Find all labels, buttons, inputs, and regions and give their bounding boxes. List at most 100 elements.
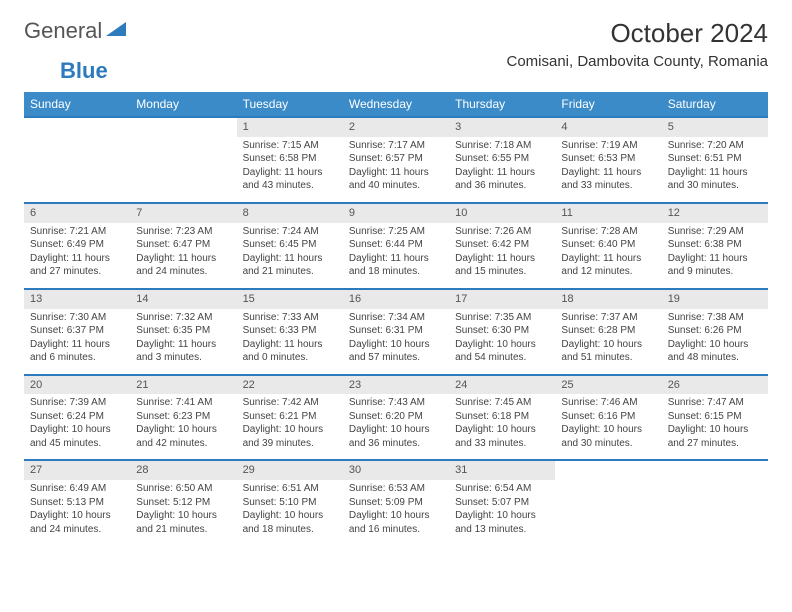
day-info-line: Daylight: 11 hours — [561, 252, 655, 266]
day-info-line: Sunrise: 7:42 AM — [243, 396, 337, 410]
day-content-cell: Sunrise: 7:47 AMSunset: 6:15 PMDaylight:… — [662, 394, 768, 460]
day-info-line: Sunset: 6:30 PM — [455, 324, 549, 338]
day-info-line: Sunset: 6:31 PM — [349, 324, 443, 338]
day-info-line: Sunrise: 7:28 AM — [561, 225, 655, 239]
calendar-table: SundayMondayTuesdayWednesdayThursdayFrid… — [24, 92, 768, 546]
day-content-row: Sunrise: 7:39 AMSunset: 6:24 PMDaylight:… — [24, 394, 768, 460]
day-info-line: Daylight: 11 hours — [136, 252, 230, 266]
day-content-cell: Sunrise: 7:45 AMSunset: 6:18 PMDaylight:… — [449, 394, 555, 460]
day-info-line: Sunset: 6:40 PM — [561, 238, 655, 252]
day-number-cell: 12 — [662, 203, 768, 223]
day-info-line: Sunrise: 7:17 AM — [349, 139, 443, 153]
day-content-cell: Sunrise: 7:39 AMSunset: 6:24 PMDaylight:… — [24, 394, 130, 460]
day-info-line: Sunset: 6:16 PM — [561, 410, 655, 424]
day-info-line: and 54 minutes. — [455, 351, 549, 365]
day-content-cell: Sunrise: 7:21 AMSunset: 6:49 PMDaylight:… — [24, 223, 130, 289]
day-number-cell: 29 — [237, 460, 343, 480]
day-info-line: Daylight: 11 hours — [668, 252, 762, 266]
calendar-header-row: SundayMondayTuesdayWednesdayThursdayFrid… — [24, 92, 768, 117]
day-number-cell: 18 — [555, 289, 661, 309]
day-info-line: and 39 minutes. — [243, 437, 337, 451]
day-info-line: Sunrise: 7:32 AM — [136, 311, 230, 325]
day-info-line: Sunrise: 7:47 AM — [668, 396, 762, 410]
day-content-row: Sunrise: 7:30 AMSunset: 6:37 PMDaylight:… — [24, 309, 768, 375]
day-content-cell — [24, 137, 130, 203]
day-content-cell: Sunrise: 6:54 AMSunset: 5:07 PMDaylight:… — [449, 480, 555, 546]
day-info-line: and 27 minutes. — [668, 437, 762, 451]
day-content-row: Sunrise: 7:15 AMSunset: 6:58 PMDaylight:… — [24, 137, 768, 203]
day-number-row: 12345 — [24, 117, 768, 137]
day-header: Tuesday — [237, 92, 343, 117]
day-content-cell: Sunrise: 7:26 AMSunset: 6:42 PMDaylight:… — [449, 223, 555, 289]
day-info-line: Daylight: 11 hours — [243, 166, 337, 180]
day-number-cell: 8 — [237, 203, 343, 223]
day-number-cell: 30 — [343, 460, 449, 480]
day-info-line: and 12 minutes. — [561, 265, 655, 279]
day-content-cell — [662, 480, 768, 546]
day-info-line: Daylight: 11 hours — [455, 252, 549, 266]
day-number-cell: 24 — [449, 375, 555, 395]
day-content-cell: Sunrise: 7:20 AMSunset: 6:51 PMDaylight:… — [662, 137, 768, 203]
day-header: Wednesday — [343, 92, 449, 117]
day-number-cell: 1 — [237, 117, 343, 137]
day-number-cell: 15 — [237, 289, 343, 309]
day-info-line: and 9 minutes. — [668, 265, 762, 279]
day-info-line: Sunrise: 7:35 AM — [455, 311, 549, 325]
day-info-line: Sunrise: 7:23 AM — [136, 225, 230, 239]
day-info-line: Sunrise: 7:41 AM — [136, 396, 230, 410]
day-info-line: and 30 minutes. — [668, 179, 762, 193]
day-content-cell: Sunrise: 7:25 AMSunset: 6:44 PMDaylight:… — [343, 223, 449, 289]
day-info-line: Sunrise: 7:25 AM — [349, 225, 443, 239]
day-info-line: Daylight: 10 hours — [243, 423, 337, 437]
day-content-cell — [130, 137, 236, 203]
day-number-cell — [130, 117, 236, 137]
day-number-cell: 11 — [555, 203, 661, 223]
day-info-line: Sunset: 6:58 PM — [243, 152, 337, 166]
day-info-line: Sunset: 6:49 PM — [30, 238, 124, 252]
day-content-cell: Sunrise: 7:19 AMSunset: 6:53 PMDaylight:… — [555, 137, 661, 203]
day-info-line: and 42 minutes. — [136, 437, 230, 451]
day-info-line: Sunrise: 7:26 AM — [455, 225, 549, 239]
day-info-line: Daylight: 11 hours — [349, 252, 443, 266]
day-info-line: Sunset: 6:44 PM — [349, 238, 443, 252]
day-info-line: Daylight: 10 hours — [561, 423, 655, 437]
day-info-line: and 43 minutes. — [243, 179, 337, 193]
day-info-line: Sunset: 6:26 PM — [668, 324, 762, 338]
day-number-cell: 9 — [343, 203, 449, 223]
day-content-row: Sunrise: 7:21 AMSunset: 6:49 PMDaylight:… — [24, 223, 768, 289]
day-info-line: Sunset: 6:33 PM — [243, 324, 337, 338]
day-info-line: Sunrise: 7:15 AM — [243, 139, 337, 153]
day-info-line: Daylight: 11 hours — [455, 166, 549, 180]
day-info-line: and 57 minutes. — [349, 351, 443, 365]
day-info-line: Sunset: 6:57 PM — [349, 152, 443, 166]
day-content-cell — [555, 480, 661, 546]
day-number-cell: 17 — [449, 289, 555, 309]
day-content-cell: Sunrise: 7:30 AMSunset: 6:37 PMDaylight:… — [24, 309, 130, 375]
day-info-line: Daylight: 11 hours — [349, 166, 443, 180]
day-number-cell: 5 — [662, 117, 768, 137]
day-content-cell: Sunrise: 7:18 AMSunset: 6:55 PMDaylight:… — [449, 137, 555, 203]
day-number-cell: 28 — [130, 460, 236, 480]
day-info-line: Sunrise: 7:45 AM — [455, 396, 549, 410]
day-content-cell: Sunrise: 7:29 AMSunset: 6:38 PMDaylight:… — [662, 223, 768, 289]
day-info-line: and 21 minutes. — [136, 523, 230, 537]
logo-text-blue: Blue — [60, 58, 108, 83]
day-content-cell: Sunrise: 6:49 AMSunset: 5:13 PMDaylight:… — [24, 480, 130, 546]
day-info-line: Daylight: 10 hours — [455, 423, 549, 437]
day-info-line: Sunset: 6:20 PM — [349, 410, 443, 424]
day-number-cell: 23 — [343, 375, 449, 395]
day-number-row: 20212223242526 — [24, 375, 768, 395]
day-info-line: Sunset: 5:13 PM — [30, 496, 124, 510]
day-info-line: Sunrise: 7:43 AM — [349, 396, 443, 410]
day-info-line: and 15 minutes. — [455, 265, 549, 279]
day-info-line: Daylight: 11 hours — [136, 338, 230, 352]
day-number-cell: 19 — [662, 289, 768, 309]
day-info-line: and 3 minutes. — [136, 351, 230, 365]
day-info-line: Daylight: 10 hours — [136, 509, 230, 523]
day-number-cell — [555, 460, 661, 480]
day-content-cell: Sunrise: 7:46 AMSunset: 6:16 PMDaylight:… — [555, 394, 661, 460]
day-number-cell: 31 — [449, 460, 555, 480]
day-info-line: Sunrise: 7:34 AM — [349, 311, 443, 325]
day-number-cell: 6 — [24, 203, 130, 223]
day-number-cell: 22 — [237, 375, 343, 395]
